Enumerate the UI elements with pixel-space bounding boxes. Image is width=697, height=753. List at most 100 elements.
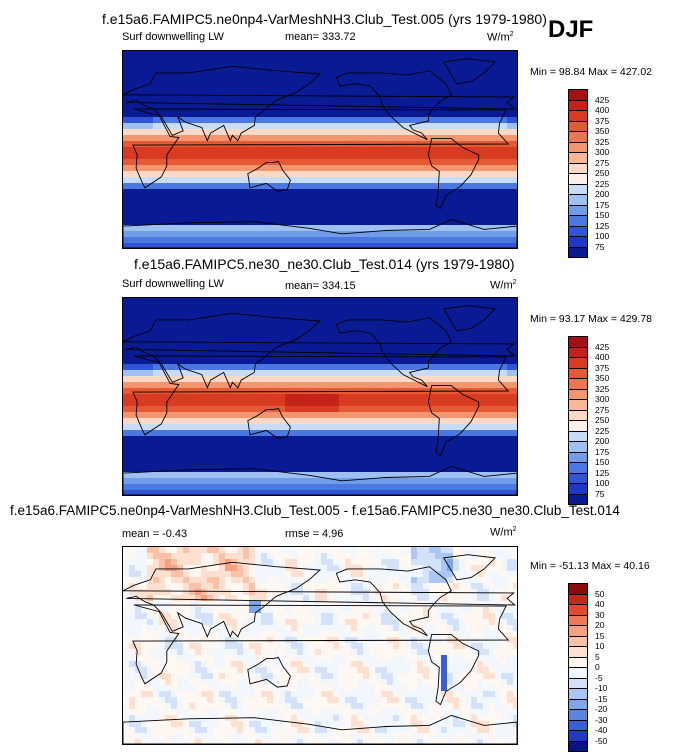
field-cell [219,559,226,566]
field-cell [405,183,412,190]
field-cell [327,583,334,590]
field-cell [123,63,130,70]
field-cell [327,225,334,232]
field-cell [393,129,400,136]
field-cell [303,219,310,226]
field-cell [513,99,517,106]
field-cell [429,430,436,437]
field-cell [147,553,154,560]
field-cell [165,394,172,401]
field-cell [273,358,280,365]
field-cell [207,225,214,232]
field-cell [177,243,184,248]
field-cell [213,406,220,413]
field-cell [129,358,136,365]
field-cell [327,237,334,244]
field-cell [399,69,406,76]
field-cell [213,589,220,596]
field-cell [177,105,184,112]
field-cell [333,195,340,202]
field-cell [345,454,352,461]
colorbar-tick-label: 425 [595,341,610,352]
field-cell [225,304,232,311]
field-cell [201,57,208,64]
field-cell [135,213,142,220]
field-cell [399,153,406,160]
field-cell [375,370,382,377]
field-cell [369,51,376,58]
field-cell [153,382,160,389]
field-cell [141,81,148,88]
field-cell [213,565,220,572]
panel1-mean: mean= 333.72 [285,31,356,43]
field-cell [303,406,310,413]
field-cell [507,559,514,566]
field-cell [279,105,286,112]
field-cell [315,583,322,590]
field-cell [375,394,382,401]
field-cell [225,105,232,112]
field-cell [369,225,376,232]
field-cell [141,484,148,491]
field-cell [207,213,214,220]
field-cell [123,141,130,148]
field-cell [507,436,514,443]
field-cell [255,328,262,335]
field-cell [213,225,220,232]
field-cell [411,219,418,226]
field-cell [201,207,208,214]
field-cell [255,424,262,431]
field-cell [153,123,160,130]
field-cell [165,577,172,584]
field-cell [123,589,130,596]
field-cell [165,304,172,311]
field-cell [237,340,244,347]
field-cell [201,406,208,413]
field-cell [207,406,214,413]
field-cell [429,358,436,365]
field-cell [399,412,406,419]
field-cell [135,310,142,317]
field-cell [243,412,250,419]
field-cell [147,565,154,572]
field-cell [513,153,517,160]
field-cell [351,358,358,365]
field-cell [315,334,322,341]
field-cell [375,111,382,118]
field-cell [375,430,382,437]
field-cell [177,304,184,311]
field-cell [441,430,448,437]
field-cell [123,81,130,88]
field-cell [183,99,190,106]
field-cell [357,75,364,82]
field-cell [429,129,436,136]
colorbar-tick-label: 125 [595,467,610,478]
field-cell [135,147,142,154]
field-cell [189,183,196,190]
field-cell [459,159,466,166]
field-cell [171,376,178,383]
field-cell [171,589,178,596]
field-cell [363,376,370,383]
field-cell [189,51,196,58]
field-cell [387,207,394,214]
field-cell [483,69,490,76]
field-cell [171,352,178,359]
field-cell [225,57,232,64]
field-cell [237,577,244,584]
field-cell [321,219,328,226]
field-cell [279,454,286,461]
field-cell [231,111,238,118]
field-cell [297,243,304,248]
field-cell [123,171,130,178]
field-cell [459,454,466,461]
field-cell [153,328,160,335]
field-cell [183,207,190,214]
field-cell [351,225,358,232]
field-cell [423,472,430,479]
field-cell [345,364,352,371]
field-cell [135,547,142,554]
field-cell [213,382,220,389]
field-cell [141,424,148,431]
field-cell [405,165,412,172]
